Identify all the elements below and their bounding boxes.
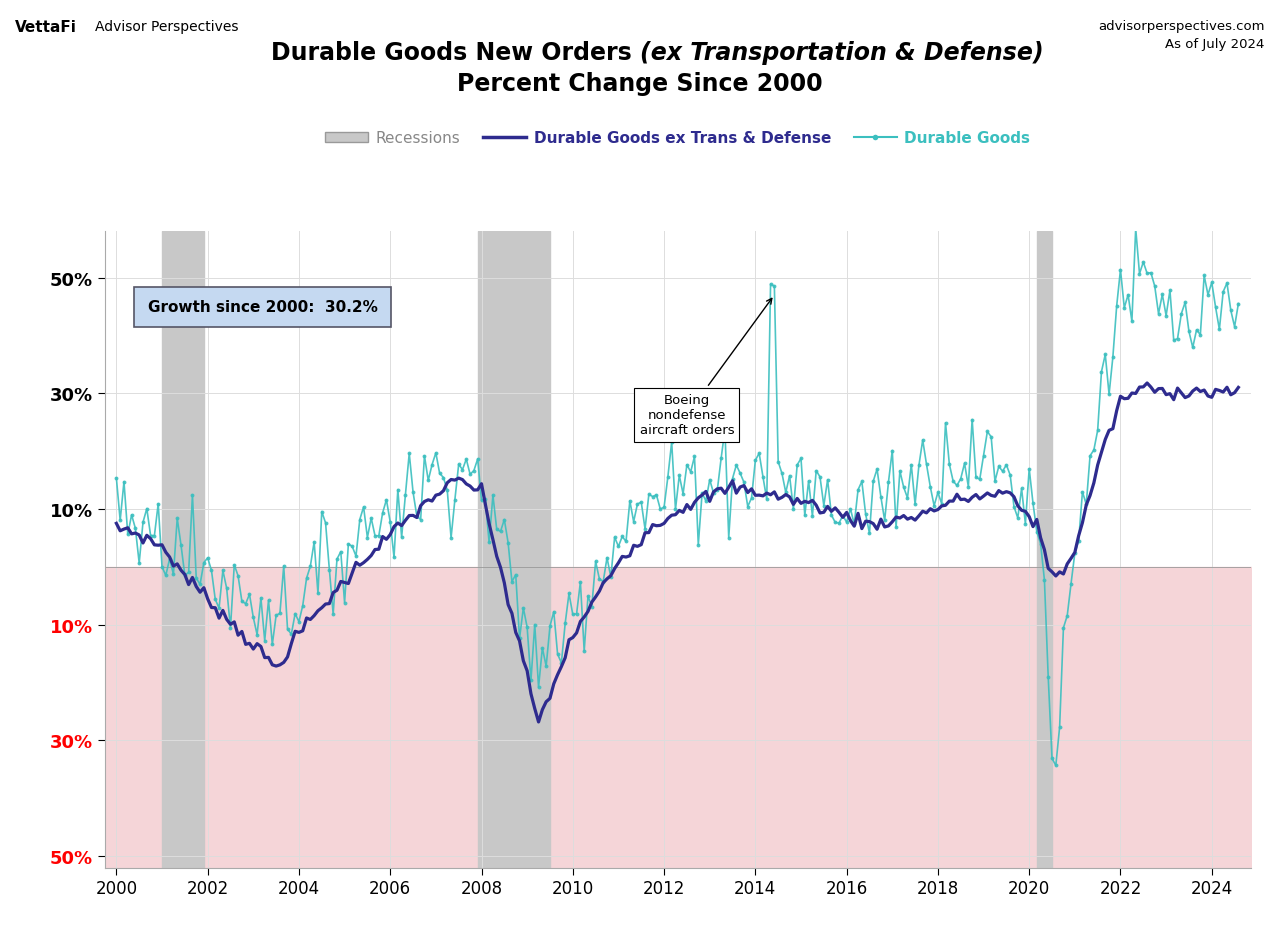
Text: (ex Transportation & Defense): (ex Transportation & Defense) bbox=[640, 41, 1043, 65]
Text: advisorperspectives.com
As of July 2024: advisorperspectives.com As of July 2024 bbox=[1098, 20, 1265, 51]
Text: Durable Goods New Orders: Durable Goods New Orders bbox=[271, 41, 640, 65]
Bar bbox=[1037, 232, 1052, 868]
Text: VettaFi: VettaFi bbox=[15, 20, 77, 35]
Text: Growth since 2000:  30.2%: Growth since 2000: 30.2% bbox=[148, 300, 378, 315]
Text: Percent Change Since 2000: Percent Change Since 2000 bbox=[457, 72, 823, 97]
Bar bbox=[163, 232, 204, 868]
Legend: Recessions, Durable Goods ex Trans & Defense, Durable Goods: Recessions, Durable Goods ex Trans & Def… bbox=[319, 125, 1037, 152]
Bar bbox=[477, 232, 550, 868]
Text: Advisor Perspectives: Advisor Perspectives bbox=[95, 20, 238, 34]
Text: Boeing
nondefense
aircraft orders: Boeing nondefense aircraft orders bbox=[640, 299, 772, 437]
FancyBboxPatch shape bbox=[133, 288, 392, 328]
